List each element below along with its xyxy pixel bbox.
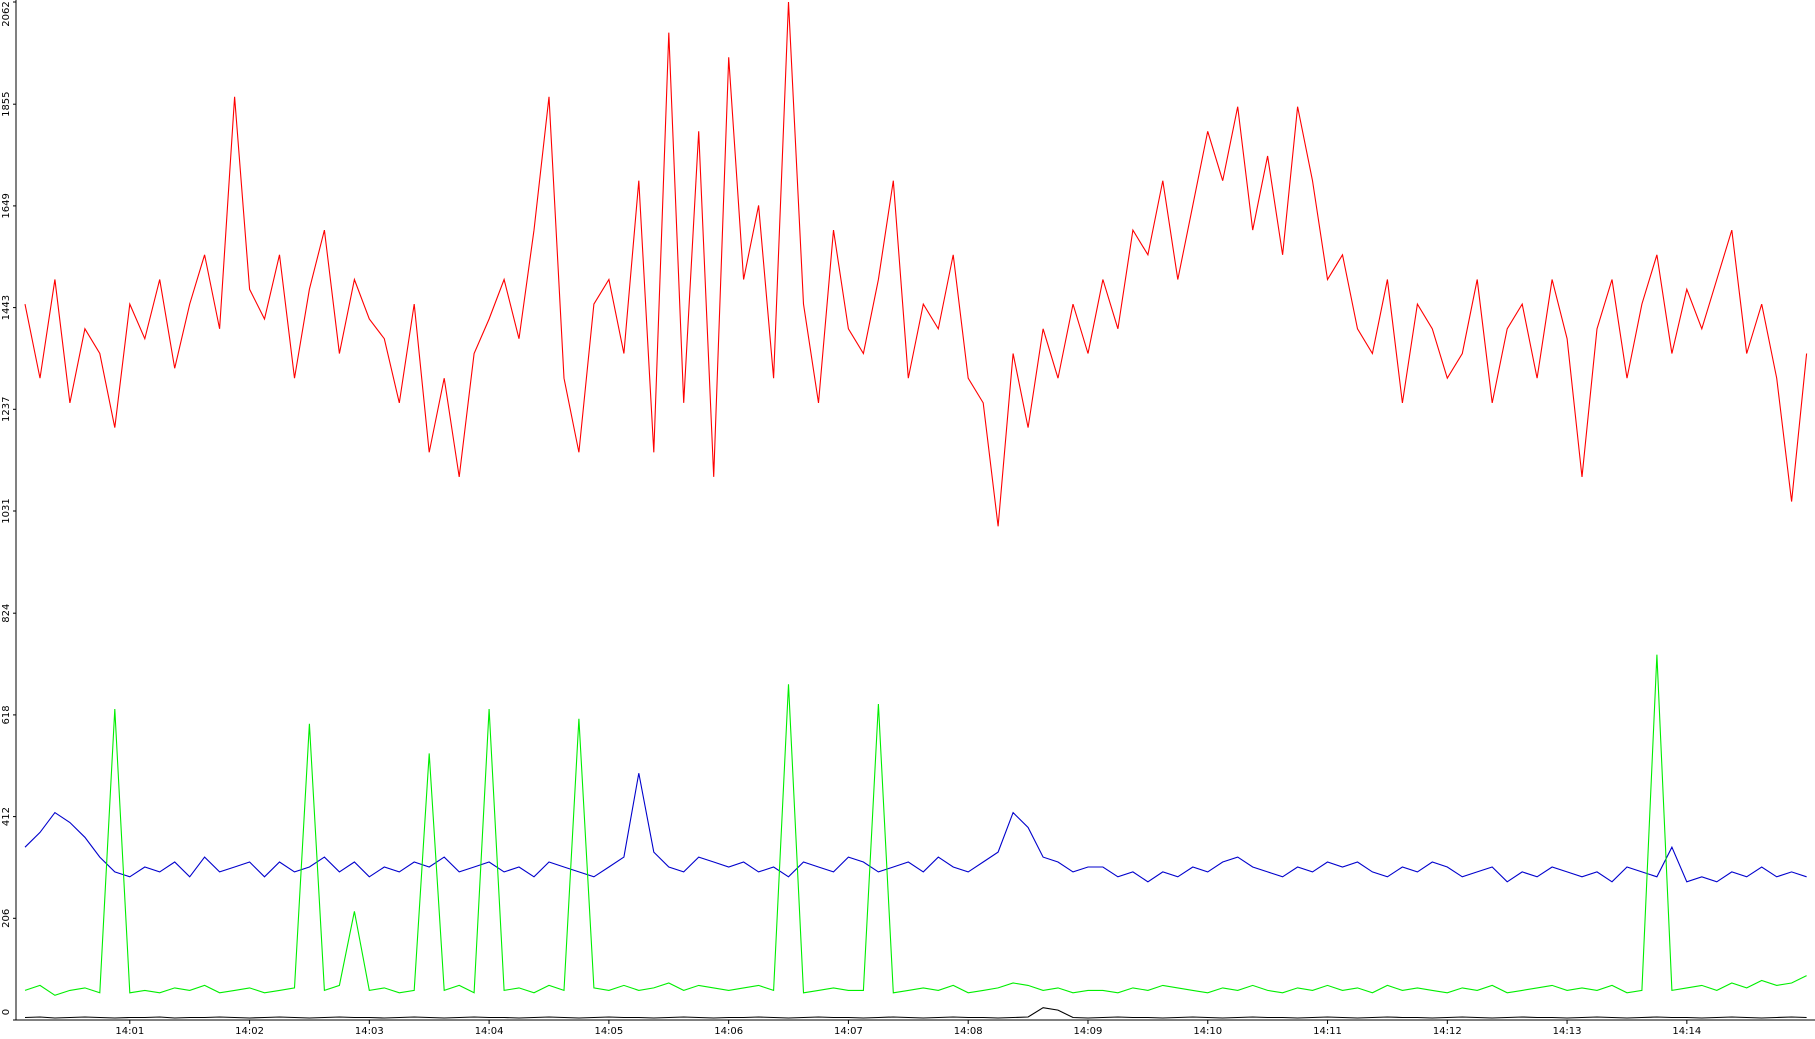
y-tick-label: 618 <box>1 705 12 724</box>
y-tick-label: 1031 <box>1 498 12 523</box>
y-tick-label: 824 <box>1 604 12 623</box>
x-tick-label: 14:11 <box>1313 1026 1342 1037</box>
series-line <box>24 1007 1807 1019</box>
x-tick-label: 14:13 <box>1553 1026 1582 1037</box>
x-tick-label: 14:06 <box>714 1026 743 1037</box>
y-tick-label: 2062 <box>1 1 12 26</box>
y-tick-label: 1443 <box>1 295 12 320</box>
y-tick-label: 1855 <box>1 91 12 116</box>
x-tick-label: 14:14 <box>1672 1026 1701 1037</box>
y-tick-label: 0 <box>1 1009 12 1015</box>
x-tick-label: 14:05 <box>594 1026 623 1037</box>
y-tick-label: 1237 <box>1 397 12 422</box>
x-tick-label: 14:01 <box>115 1026 144 1037</box>
x-tick-label: 14:03 <box>355 1026 384 1037</box>
x-tick-label: 14:04 <box>475 1026 504 1037</box>
series-line <box>24 654 1807 996</box>
x-tick-label: 14:10 <box>1193 1026 1222 1037</box>
series-line <box>24 773 1807 883</box>
y-tick-label: 412 <box>1 807 12 826</box>
x-tick-label: 14:08 <box>954 1026 983 1037</box>
x-tick-label: 14:09 <box>1074 1026 1103 1037</box>
x-tick-label: 14:12 <box>1433 1026 1462 1037</box>
x-tick-label: 14:07 <box>834 1026 863 1037</box>
x-tick-label: 14:02 <box>235 1026 264 1037</box>
y-tick-label: 1649 <box>1 193 12 218</box>
series-line <box>24 1 1808 527</box>
y-tick-label: 206 <box>1 909 12 928</box>
